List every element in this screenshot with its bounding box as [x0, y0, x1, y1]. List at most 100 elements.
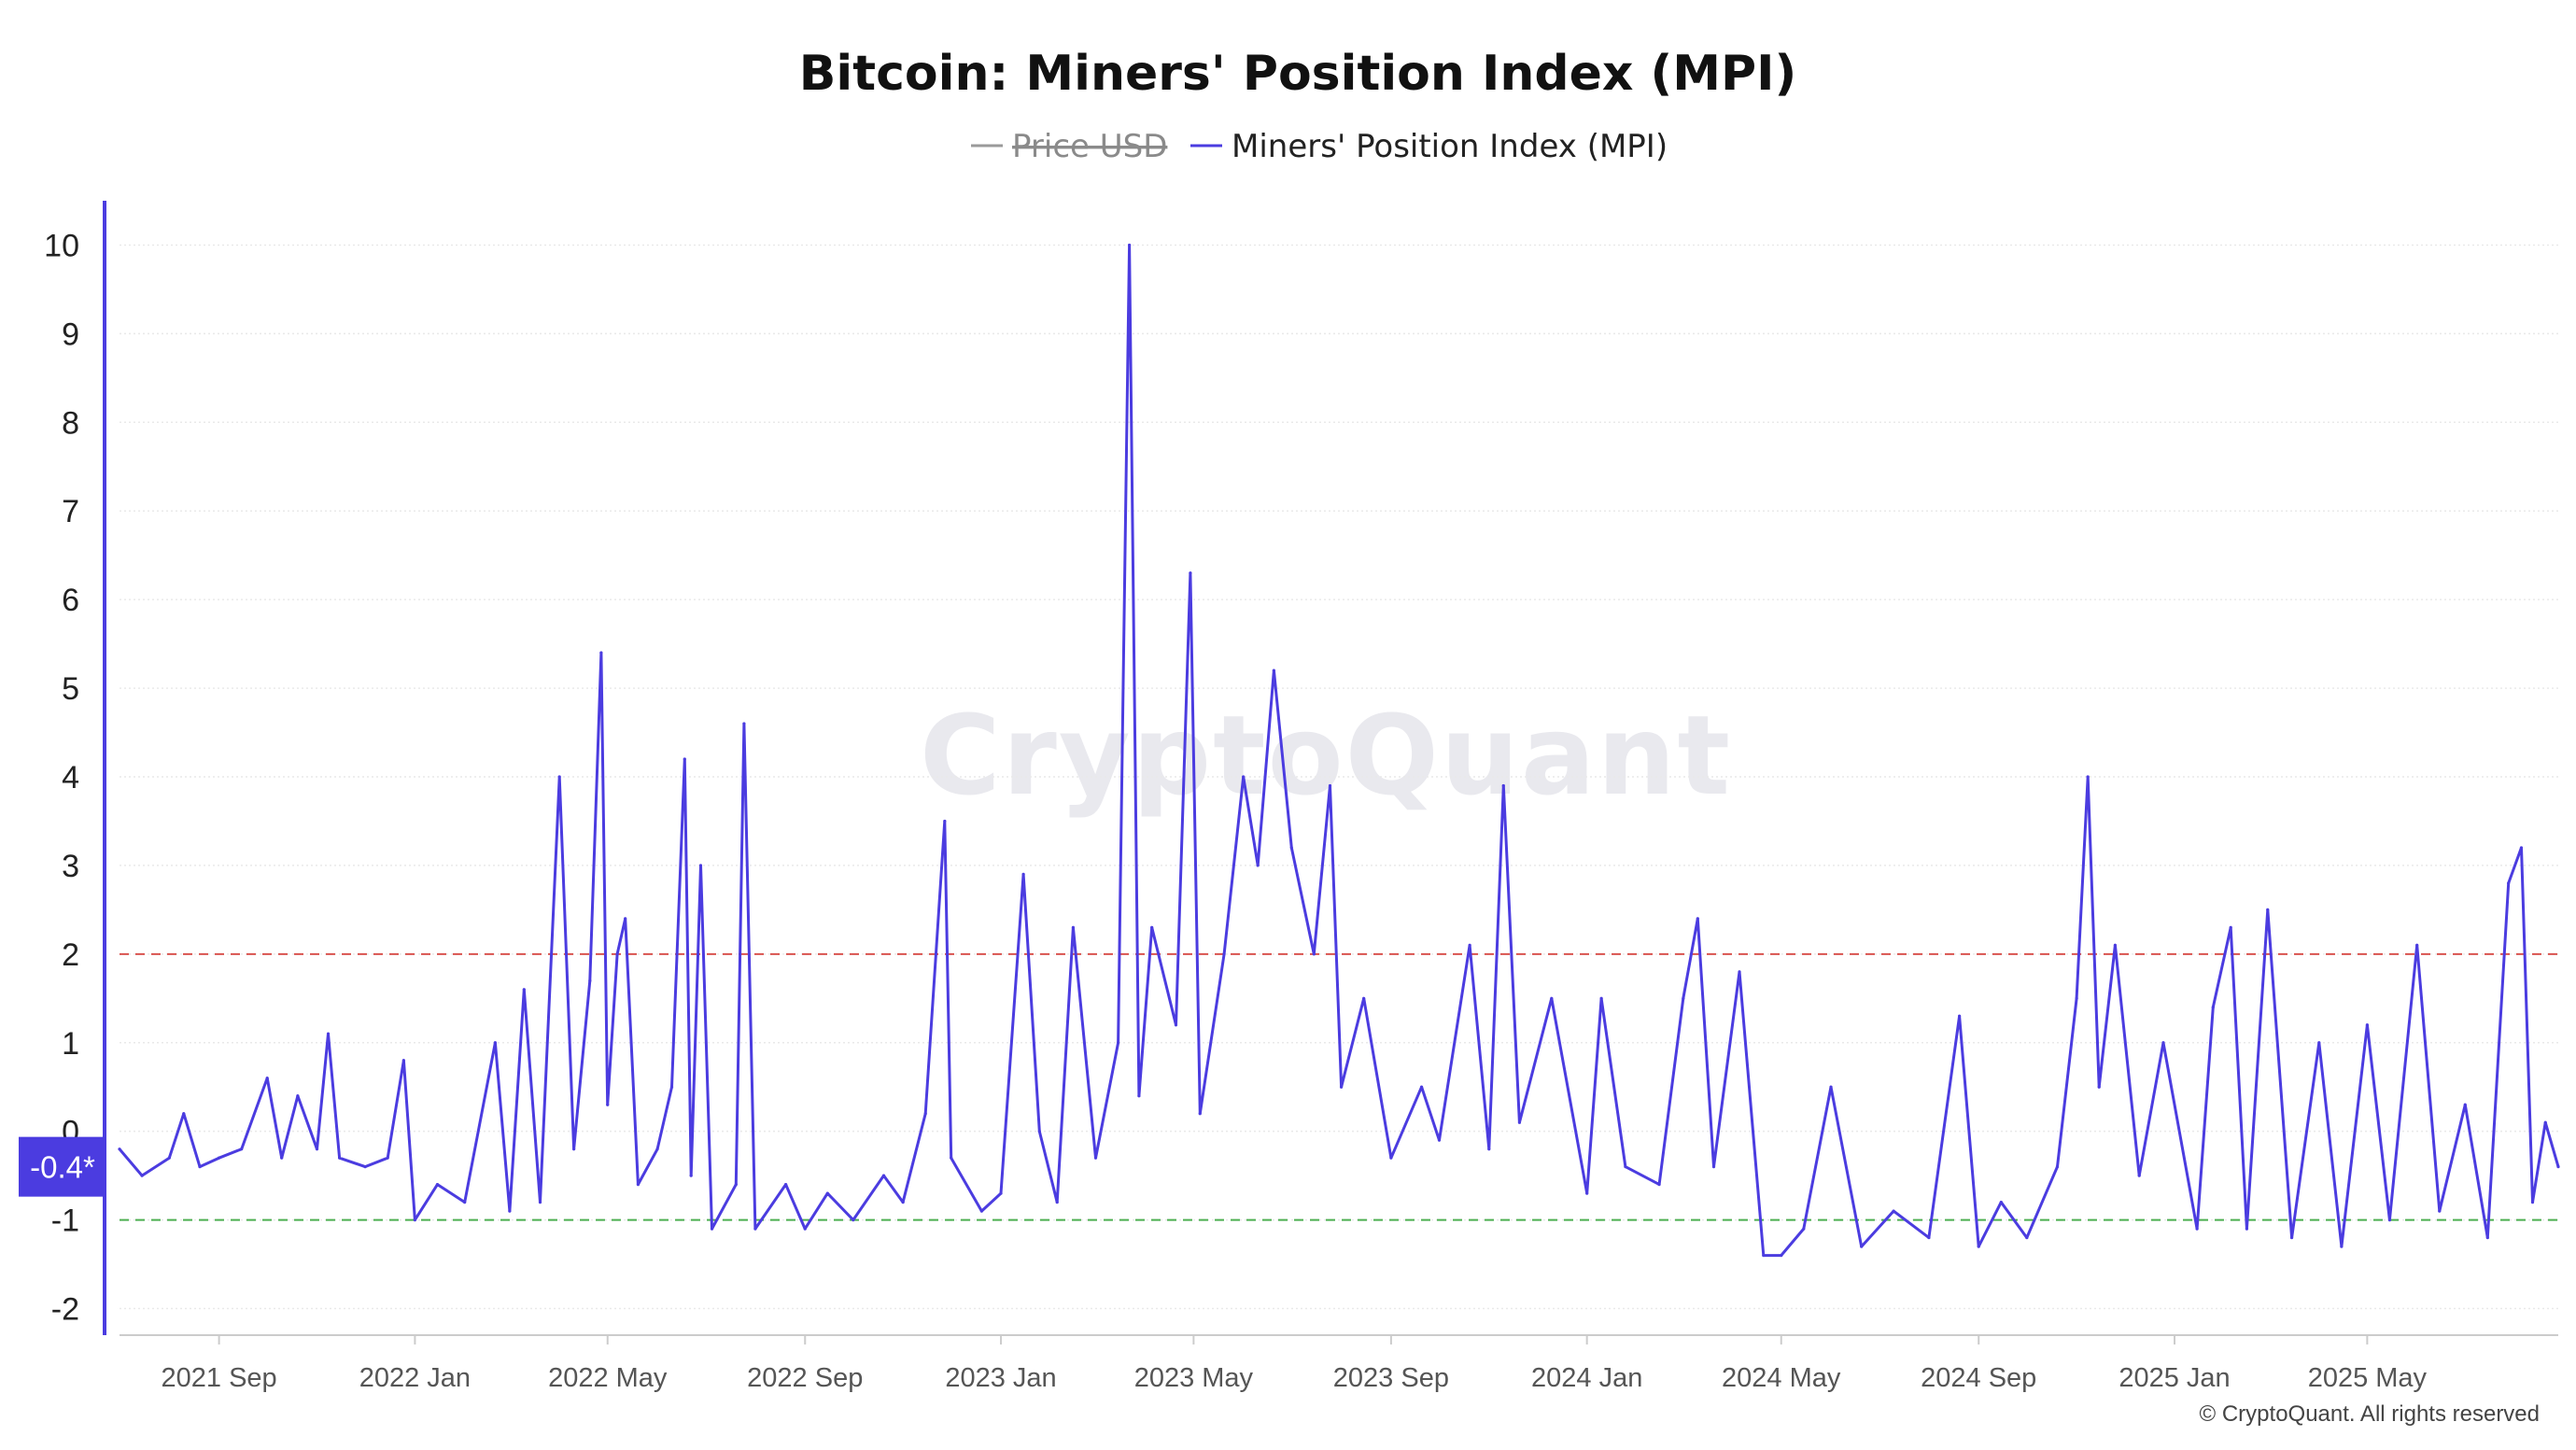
data-point: [1657, 1183, 1661, 1187]
data-point: [669, 1085, 674, 1089]
y-tick-label: 9: [62, 317, 79, 352]
data-point: [1174, 1023, 1178, 1027]
data-point: [1189, 571, 1192, 575]
y-tick-label: -2: [51, 1292, 79, 1328]
data-point: [386, 1156, 389, 1160]
footer-copyright: © CryptoQuant. All rights reserved: [2200, 1401, 2541, 1427]
data-point: [1272, 669, 1275, 672]
data-point: [2161, 1041, 2165, 1045]
data-point: [538, 1201, 542, 1204]
data-point: [2519, 846, 2524, 850]
data-point: [2507, 881, 2511, 885]
data-point: [218, 1156, 221, 1160]
data-point: [624, 917, 627, 921]
data-point: [1362, 996, 1366, 1000]
data-point: [1585, 1191, 1589, 1195]
x-axis: 2021 Sep 2022 Jan 2022 May 2022 Sep 2023 Jan…: [120, 1334, 2558, 1393]
y-tick-label: 2: [62, 937, 79, 973]
data-point: [280, 1156, 284, 1160]
data-point: [2075, 996, 2078, 1000]
data-point: [615, 952, 619, 956]
y-tick-label: 6: [62, 583, 79, 618]
data-point: [2317, 1041, 2321, 1045]
data-point: [1550, 996, 1554, 1000]
y-tick-label: 1: [62, 1026, 79, 1062]
data-point: [901, 1201, 905, 1204]
data-point: [698, 864, 703, 867]
data-point: [683, 757, 686, 761]
data-point: [1892, 1209, 1895, 1213]
data-point: [2229, 925, 2232, 929]
current-value-label: -0.4*: [30, 1150, 95, 1185]
data-point: [2097, 1085, 2101, 1089]
data-point: [2137, 1174, 2141, 1177]
data-point: [1150, 925, 1154, 929]
data-point: [140, 1174, 144, 1177]
data-point: [1711, 1165, 1716, 1169]
data-point: [1517, 1120, 1522, 1124]
data-point: [167, 1156, 171, 1160]
legend-item-label: Price USD: [1012, 128, 1167, 165]
data-point: [1762, 1253, 1766, 1258]
data-point: [508, 1209, 512, 1213]
data-point: [493, 1041, 497, 1045]
data-point: [265, 1077, 269, 1080]
data-point: [1328, 783, 1332, 788]
watermark: CryptoQuant: [920, 691, 1732, 820]
data-point: [1339, 1085, 1344, 1089]
data-point: [2245, 1227, 2249, 1231]
data-point: [2365, 1023, 2369, 1027]
data-point: [1780, 1253, 1783, 1258]
data-point: [923, 1112, 927, 1116]
y-tick-label: 4: [62, 760, 79, 795]
data-point: [1222, 952, 1226, 956]
data-point: [1389, 1156, 1393, 1160]
data-point: [2530, 1201, 2535, 1204]
data-point: [1242, 775, 1246, 779]
legend: Price USD Miners' Position Index (MPI): [971, 128, 1668, 165]
data-point: [943, 819, 947, 824]
current-value-badge-bg: [19, 1136, 106, 1197]
data-point: [689, 1174, 693, 1177]
data-point: [606, 1103, 610, 1106]
data-point: [1116, 1041, 1120, 1045]
data-point: [1501, 783, 1505, 788]
data-point: [588, 978, 592, 982]
data-point: [1999, 1201, 2003, 1204]
data-point: [2463, 1103, 2467, 1106]
data-point: [1682, 996, 1685, 1000]
x-tick-label: 2025 May: [2308, 1363, 2428, 1393]
x-tick-label: 2024 Jan: [1531, 1363, 1642, 1393]
data-point: [337, 1156, 342, 1160]
data-point: [2025, 1235, 2029, 1240]
data-point: [636, 1183, 640, 1187]
x-tick-label: 2022 Sep: [747, 1363, 863, 1393]
y-tick-label: -1: [51, 1204, 79, 1239]
chart-title: Bitcoin: Miners' Position Index (MPI): [799, 46, 1796, 102]
y-tick-label: 7: [62, 494, 79, 529]
data-point: [1738, 970, 1741, 974]
legend-item-label: Miners' Position Index (MPI): [1232, 128, 1668, 165]
data-point: [1037, 1130, 1041, 1133]
data-point: [1977, 1245, 1980, 1248]
data-point: [734, 1183, 738, 1187]
data-point: [1860, 1245, 1864, 1248]
data-point: [710, 1227, 714, 1231]
data-point: [463, 1201, 467, 1204]
data-point: [784, 1183, 788, 1187]
data-point: [655, 1147, 659, 1151]
data-point: [2387, 1218, 2392, 1222]
x-tick-label: 2024 May: [1722, 1363, 1841, 1393]
data-point: [1137, 1094, 1141, 1098]
data-point: [2438, 1209, 2442, 1213]
data-point: [572, 1147, 576, 1151]
data-point: [2485, 1235, 2489, 1240]
data-point: [522, 988, 526, 992]
x-tick-label: 2022 Jan: [359, 1363, 471, 1393]
data-point: [1312, 952, 1316, 956]
data-point: [1289, 846, 1293, 850]
data-point: [1419, 1085, 1424, 1089]
y-tick-label: 10: [44, 228, 79, 263]
reference-lines: [120, 952, 2558, 1221]
